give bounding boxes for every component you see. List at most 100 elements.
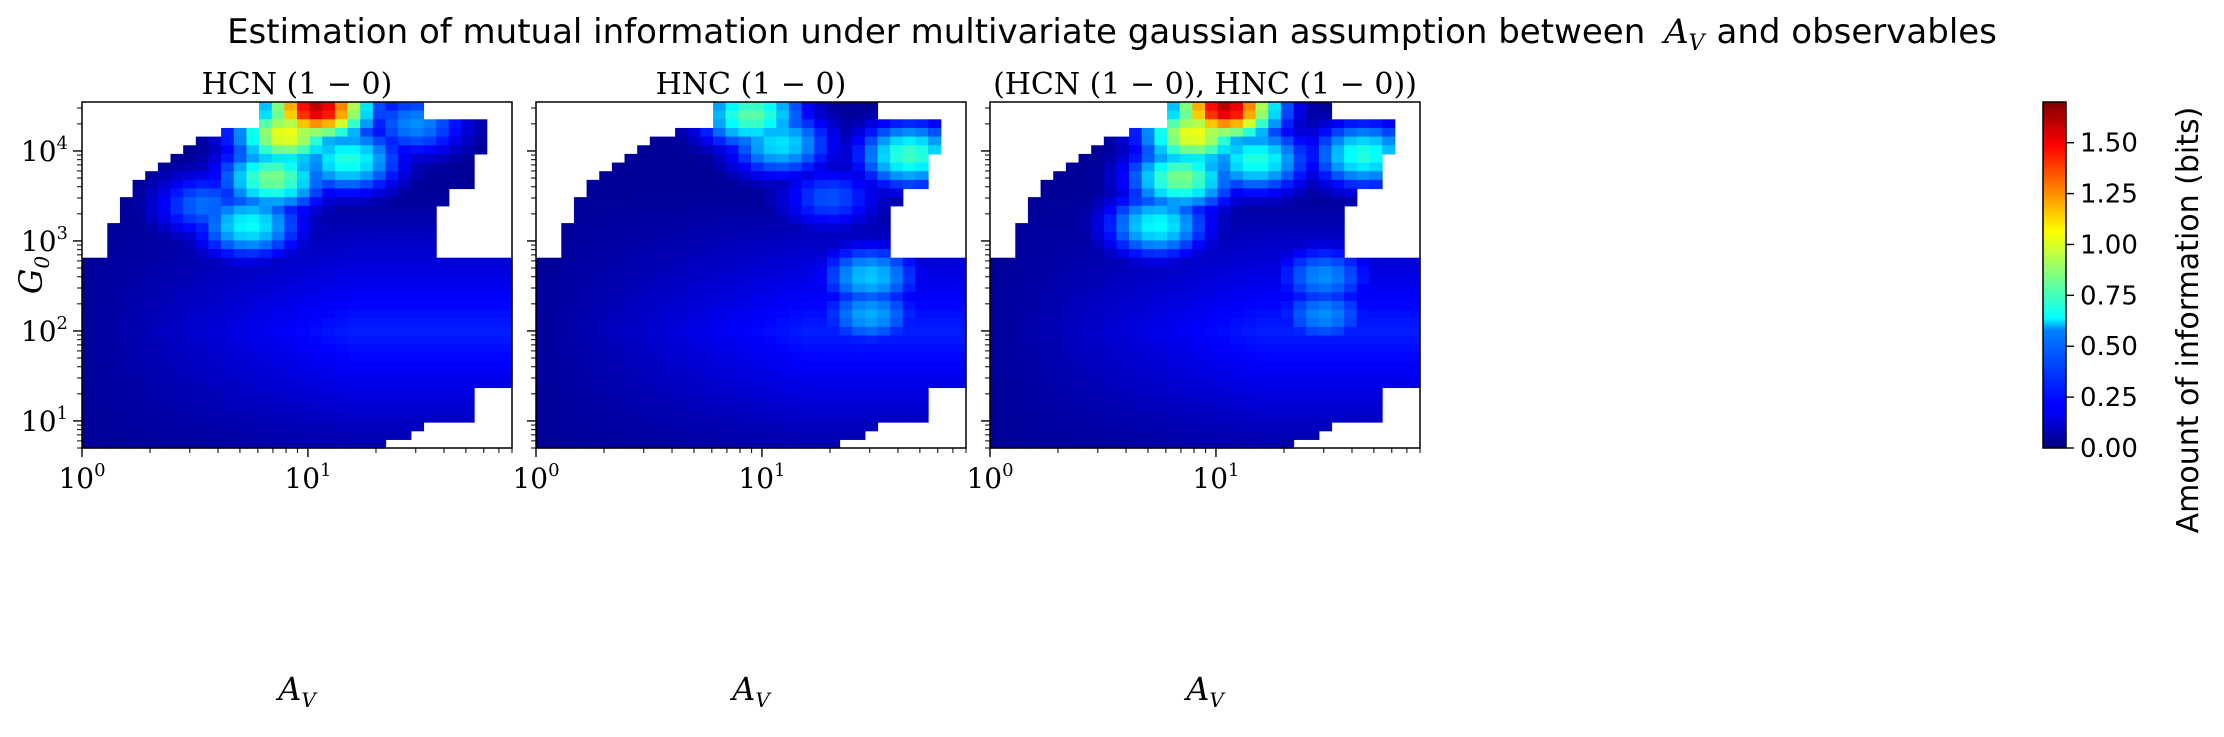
heatmap-cell	[486, 326, 500, 337]
heatmap-cell	[1268, 309, 1282, 319]
heatmap-cell	[725, 179, 739, 190]
heatmap-cell	[297, 292, 311, 302]
heatmap-cell	[259, 136, 273, 146]
heatmap-cell	[852, 119, 866, 129]
heatmap-cell	[675, 404, 689, 414]
heatmap-cell	[372, 283, 387, 293]
heatmap-cell	[132, 361, 146, 371]
heatmap-cell	[221, 197, 235, 207]
heatmap-cell	[611, 413, 626, 423]
tick-base: 10	[21, 405, 57, 438]
heatmap-cell	[360, 197, 374, 207]
heatmap-cell	[208, 300, 222, 311]
heatmap-cell	[398, 361, 412, 371]
heatmap-cell	[536, 266, 550, 276]
heatmap-cell	[1192, 171, 1206, 181]
heatmap-cell	[1192, 102, 1206, 112]
heatmap-cell	[398, 127, 412, 138]
heatmap-cell	[385, 136, 399, 146]
heatmap-cell	[334, 404, 349, 414]
heatmap-cell	[322, 275, 336, 285]
heatmap-cell	[233, 352, 248, 363]
heatmap-cell	[990, 335, 1004, 345]
heatmap-cell	[448, 344, 463, 354]
heatmap-cell	[170, 240, 184, 250]
heatmap-cell	[284, 266, 298, 276]
heatmap-cell	[119, 283, 134, 293]
heatmap-cell	[713, 266, 727, 276]
heatmap-cell	[1306, 119, 1320, 129]
heatmap-cell	[1027, 205, 1042, 216]
heatmap-cell	[448, 318, 463, 328]
heatmap-cell	[776, 309, 790, 319]
heatmap-cell	[586, 300, 600, 311]
heatmap-cell	[1091, 430, 1105, 440]
heatmap-cell	[157, 430, 172, 440]
heatmap-cell	[1268, 335, 1282, 345]
heatmap-cell	[322, 318, 336, 328]
heatmap-cell	[183, 318, 197, 328]
heatmap-cell	[1179, 378, 1193, 389]
heatmap-cell	[1078, 344, 1092, 354]
heatmap-cell	[1293, 396, 1307, 406]
heatmap-cell	[788, 404, 803, 414]
heatmap-cell	[1141, 413, 1156, 423]
heatmap-cell	[548, 413, 562, 423]
heatmap-cell	[1015, 378, 1029, 389]
heatmap-cell	[915, 344, 929, 354]
heatmap-cell	[360, 344, 374, 354]
heatmap-cell	[573, 396, 588, 406]
heatmap-cell	[410, 387, 425, 397]
heatmap-cell	[1280, 223, 1295, 233]
heatmap-cell	[1293, 197, 1307, 207]
heatmap-cell	[1242, 240, 1257, 250]
heatmap-cell	[725, 292, 739, 302]
heatmap-cell	[208, 145, 222, 155]
heatmap-cell	[814, 171, 828, 181]
heatmap-cell	[599, 171, 613, 181]
heatmap-cell	[763, 318, 777, 328]
heatmap-cell	[637, 240, 651, 250]
heatmap-cell	[410, 214, 425, 224]
y-tick-label: 101	[21, 403, 68, 438]
heatmap-cell	[1078, 162, 1092, 172]
heatmap-cell	[183, 283, 197, 293]
heatmap-cell	[448, 136, 463, 146]
heatmap-cell	[360, 361, 374, 371]
heatmap-cell	[385, 188, 399, 198]
heatmap-cell	[1154, 231, 1168, 241]
heatmap-cell	[107, 361, 121, 371]
heatmap-cell	[928, 352, 942, 363]
heatmap-cell	[1192, 110, 1206, 120]
heatmap-cell	[839, 370, 853, 380]
heatmap-cell	[573, 231, 588, 241]
heatmap-cell	[1154, 145, 1168, 155]
heatmap-cell	[1027, 214, 1042, 224]
heatmap-cell	[675, 223, 689, 233]
heatmap-cell	[410, 127, 425, 138]
heatmap-cell	[132, 257, 146, 267]
heatmap-cell	[1217, 283, 1231, 293]
x-tick-label: 101	[1192, 460, 1239, 495]
heatmap-cell	[347, 370, 361, 380]
heatmap-cell	[1242, 396, 1257, 406]
heatmap-cell	[284, 430, 298, 440]
heatmap-cell	[461, 300, 475, 311]
heatmap-cell	[360, 257, 374, 267]
heatmap-cell	[1217, 249, 1231, 259]
heatmap-cell	[561, 370, 575, 380]
heatmap-cell	[1382, 257, 1396, 267]
heatmap-cell	[1154, 153, 1168, 164]
heatmap-cell	[890, 387, 904, 397]
heatmap-cell	[1205, 231, 1219, 241]
heatmap-cell	[347, 110, 361, 120]
heatmap-cell	[700, 422, 714, 432]
heatmap-cell	[687, 352, 702, 363]
heatmap-cell	[1167, 231, 1181, 241]
heatmap-cell	[1179, 240, 1193, 250]
tick-exponent: 0	[1002, 460, 1013, 481]
heatmap-cell	[1344, 344, 1358, 354]
heatmap-cell	[1040, 352, 1054, 363]
heatmap-cell	[1179, 171, 1193, 181]
heatmap-cell	[1091, 197, 1105, 207]
